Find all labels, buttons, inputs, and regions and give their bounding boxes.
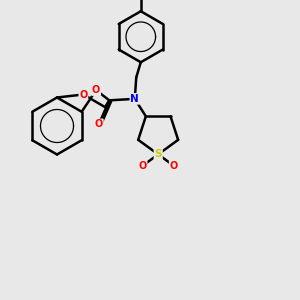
Text: O: O bbox=[139, 161, 147, 171]
Text: S: S bbox=[154, 149, 162, 159]
Text: O: O bbox=[95, 119, 103, 129]
Text: N: N bbox=[130, 94, 139, 104]
Text: O: O bbox=[92, 85, 100, 95]
Text: O: O bbox=[79, 89, 88, 100]
Text: O: O bbox=[170, 161, 178, 171]
